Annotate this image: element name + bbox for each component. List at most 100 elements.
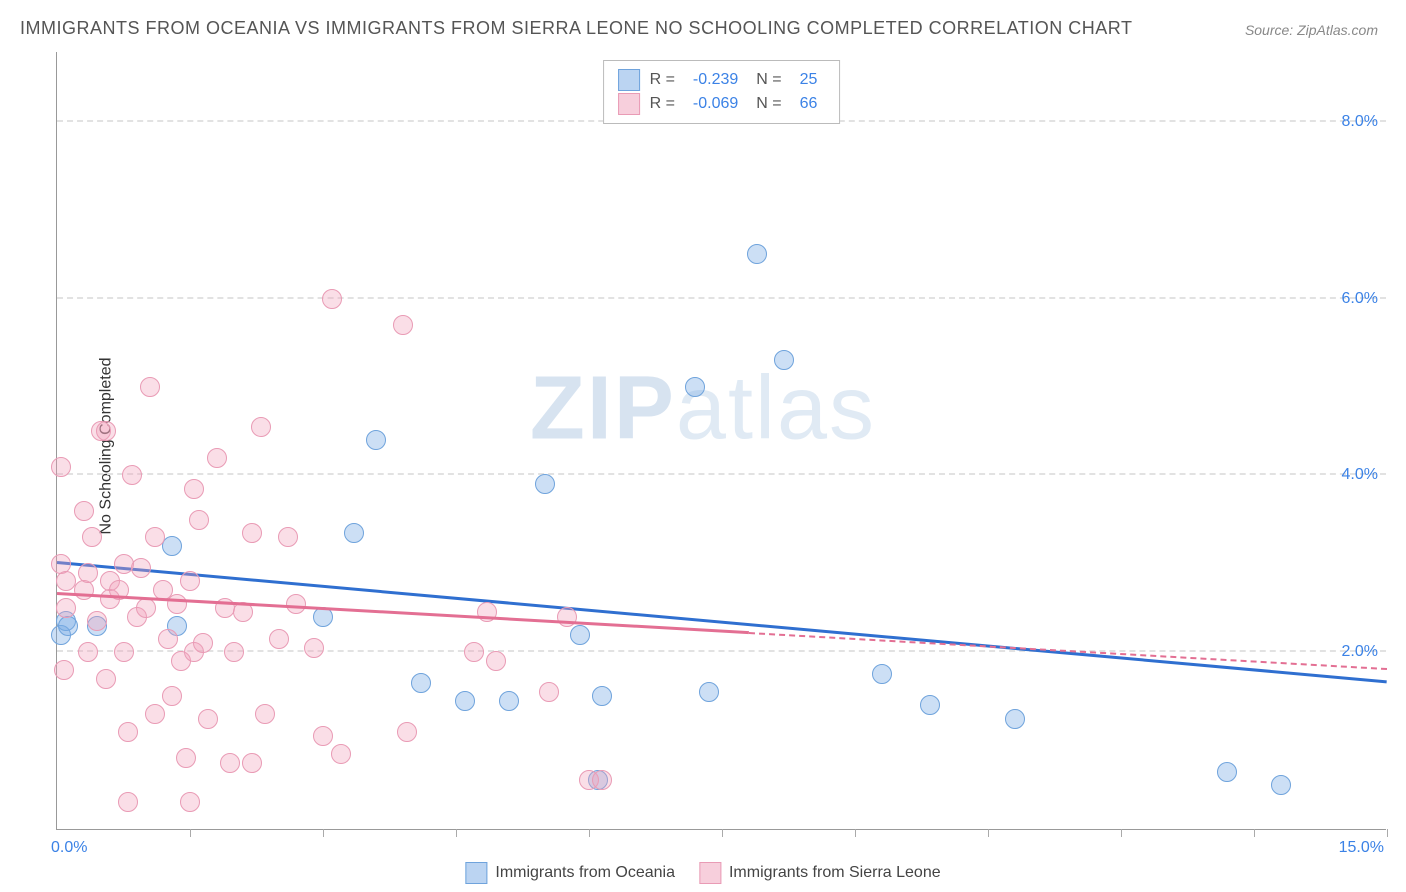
data-point	[136, 598, 156, 618]
data-point	[140, 377, 160, 397]
series-legend: Immigrants from Oceania Immigrants from …	[465, 862, 940, 884]
legend-row-oceania: R = -0.239 N = 25	[618, 69, 826, 91]
r-value-oceania: -0.239	[693, 71, 738, 89]
data-point	[592, 770, 612, 790]
x-tick	[1387, 829, 1388, 837]
correlation-legend: R = -0.239 N = 25 R = -0.069 N = 66	[603, 60, 841, 124]
chart-title: IMMIGRANTS FROM OCEANIA VS IMMIGRANTS FR…	[20, 18, 1132, 39]
x-tick	[1121, 829, 1122, 837]
data-point	[189, 510, 209, 530]
data-point	[872, 664, 892, 684]
data-point	[122, 465, 142, 485]
swatch-blue-icon	[465, 862, 487, 884]
gridline	[57, 473, 1386, 475]
data-point	[114, 642, 134, 662]
data-point	[242, 523, 262, 543]
data-point	[592, 686, 612, 706]
x-min-label: 0.0%	[51, 839, 87, 857]
data-point	[184, 479, 204, 499]
x-tick	[855, 829, 856, 837]
legend-item-oceania: Immigrants from Oceania	[465, 862, 675, 884]
data-point	[455, 691, 475, 711]
x-tick	[589, 829, 590, 837]
data-point	[220, 753, 240, 773]
trend-line	[57, 561, 1387, 683]
data-point	[313, 726, 333, 746]
data-point	[774, 350, 794, 370]
data-point	[411, 673, 431, 693]
data-point	[158, 629, 178, 649]
x-tick	[722, 829, 723, 837]
data-point	[145, 527, 165, 547]
data-point	[397, 722, 417, 742]
data-point	[167, 594, 187, 614]
r-label: R =	[650, 71, 675, 89]
data-point	[242, 753, 262, 773]
n-label: N =	[756, 95, 781, 113]
data-point	[920, 695, 940, 715]
data-point	[1271, 775, 1291, 795]
data-point	[118, 722, 138, 742]
n-value-sierra-leone: 66	[800, 95, 818, 113]
data-point	[96, 669, 116, 689]
legend-item-sierra-leone: Immigrants from Sierra Leone	[699, 862, 941, 884]
source-attribution: Source: ZipAtlas.com	[1245, 22, 1378, 38]
gridline	[57, 650, 1386, 652]
r-label: R =	[650, 95, 675, 113]
data-point	[118, 792, 138, 812]
data-point	[131, 558, 151, 578]
data-point	[87, 611, 107, 631]
data-point	[539, 682, 559, 702]
y-tick-label: 4.0%	[1342, 466, 1378, 484]
trend-line	[57, 592, 749, 634]
data-point	[1005, 709, 1025, 729]
data-point	[322, 289, 342, 309]
data-point	[486, 651, 506, 671]
data-point	[251, 417, 271, 437]
r-value-sierra-leone: -0.069	[693, 95, 738, 113]
legend-label-oceania: Immigrants from Oceania	[495, 864, 675, 882]
data-point	[96, 421, 116, 441]
legend-row-sierra-leone: R = -0.069 N = 66	[618, 93, 826, 115]
data-point	[331, 744, 351, 764]
swatch-pink-icon	[699, 862, 721, 884]
data-point	[193, 633, 213, 653]
data-point	[269, 629, 289, 649]
data-point	[366, 430, 386, 450]
data-point	[162, 536, 182, 556]
gridline	[57, 297, 1386, 299]
y-tick-label: 6.0%	[1342, 290, 1378, 308]
data-point	[180, 571, 200, 591]
x-tick	[456, 829, 457, 837]
data-point	[278, 527, 298, 547]
data-point	[535, 474, 555, 494]
data-point	[499, 691, 519, 711]
data-point	[286, 594, 306, 614]
x-tick	[323, 829, 324, 837]
data-point	[58, 616, 78, 636]
data-point	[180, 792, 200, 812]
data-point	[78, 642, 98, 662]
data-point	[145, 704, 165, 724]
data-point	[51, 457, 71, 477]
watermark-atlas: atlas	[676, 359, 876, 459]
data-point	[114, 554, 134, 574]
x-max-label: 15.0%	[1339, 839, 1384, 857]
watermark: ZIPatlas	[530, 358, 876, 461]
data-point	[176, 748, 196, 768]
data-point	[56, 598, 76, 618]
watermark-zip: ZIP	[530, 359, 676, 459]
data-point	[747, 244, 767, 264]
data-point	[74, 580, 94, 600]
x-tick	[988, 829, 989, 837]
data-point	[393, 315, 413, 335]
data-point	[699, 682, 719, 702]
data-point	[51, 554, 71, 574]
data-point	[570, 625, 590, 645]
n-value-oceania: 25	[800, 71, 818, 89]
legend-label-sierra-leone: Immigrants from Sierra Leone	[729, 864, 941, 882]
data-point	[162, 686, 182, 706]
data-point	[1217, 762, 1237, 782]
x-tick	[190, 829, 191, 837]
data-point	[344, 523, 364, 543]
